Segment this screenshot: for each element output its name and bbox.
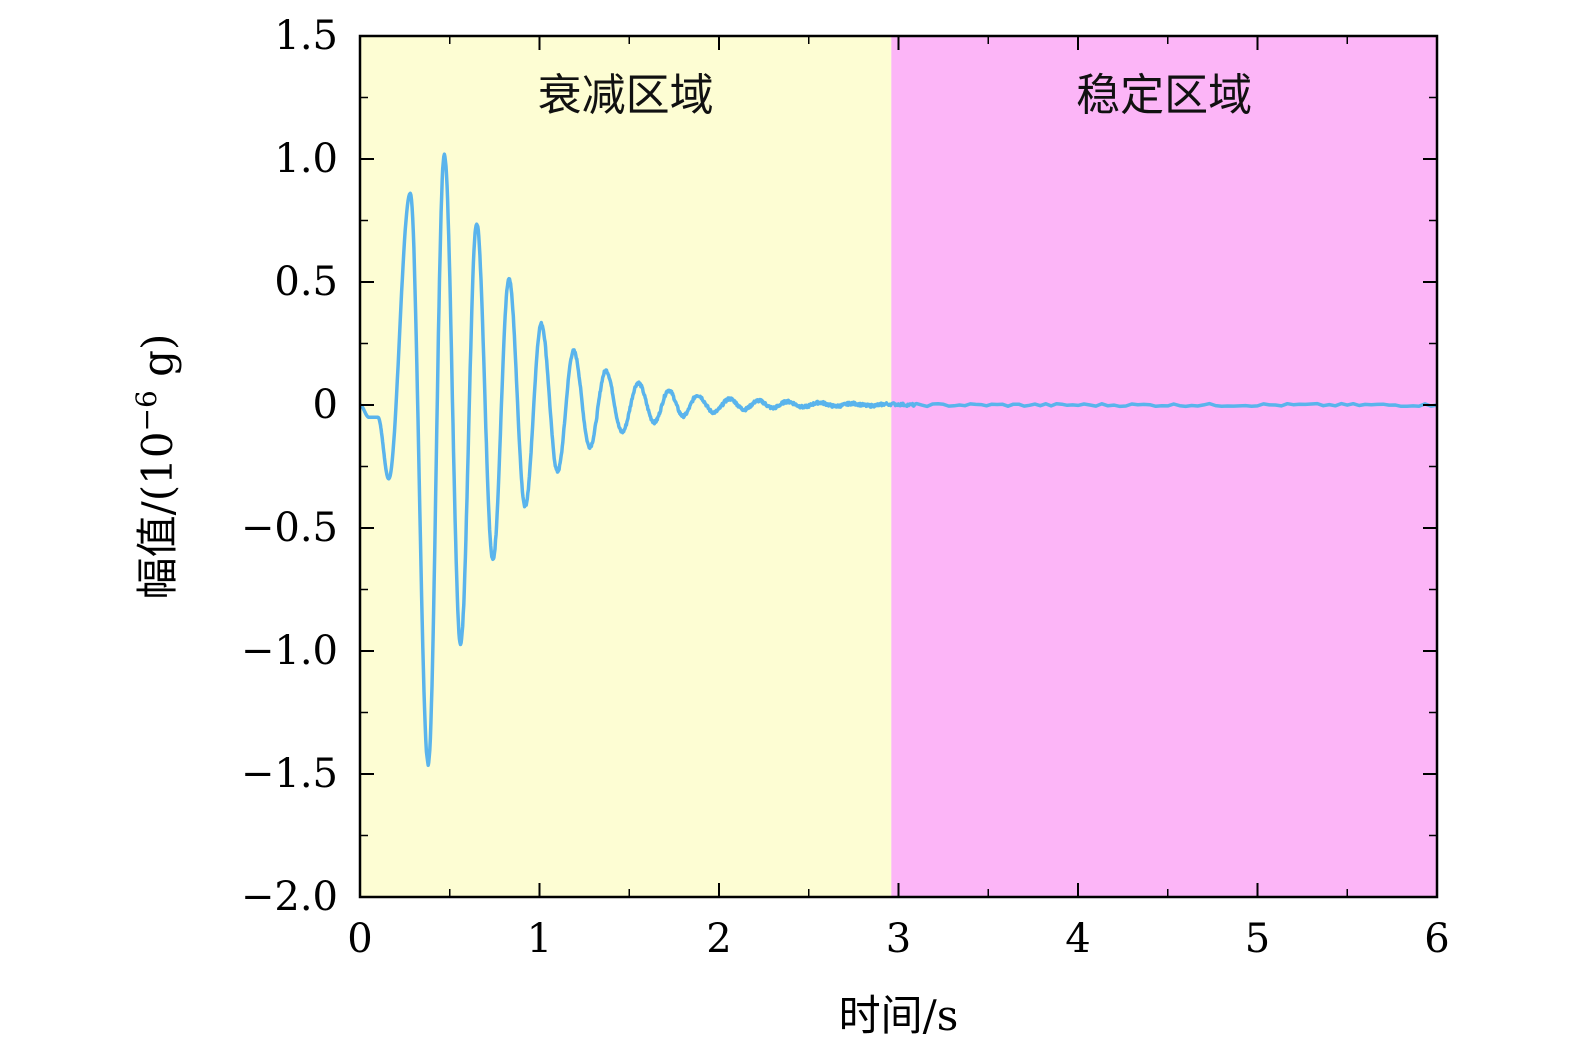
region-0 xyxy=(360,36,892,897)
y-axis-title-main: 幅值/(10 xyxy=(133,431,182,599)
y-axis-title-unit: g) xyxy=(133,334,182,391)
x-tick-label: 0 xyxy=(347,916,372,962)
background-regions xyxy=(360,36,1437,897)
y-tick-label: 0 xyxy=(313,382,338,428)
x-tick-label: 1 xyxy=(527,916,552,962)
y-tick-label: −1.5 xyxy=(241,751,338,797)
series-group xyxy=(358,152,1438,768)
series-line-0 xyxy=(358,152,1438,768)
region-labels: 衰减区域 稳定区域 xyxy=(538,70,1253,121)
y-axis-ticks: 1.5 1.0 0.5 0 −0.5 −1.0 −1.5 −2.0 xyxy=(241,13,1437,920)
y-tick-label: −2.0 xyxy=(241,874,338,920)
x-axis-ticks: 0 1 2 3 4 5 6 xyxy=(347,36,1450,962)
region-1 xyxy=(891,36,1437,897)
x-axis-title: 时间/s xyxy=(839,991,959,1040)
x-tick-label: 4 xyxy=(1065,916,1090,962)
y-tick-label: 1.0 xyxy=(274,136,338,182)
y-tick-label: −1.0 xyxy=(241,628,338,674)
region-label-0: 衰减区域 xyxy=(538,70,714,121)
x-tick-label: 5 xyxy=(1245,916,1270,962)
y-tick-label: −0.5 xyxy=(241,505,338,551)
x-tick-label: 3 xyxy=(886,916,911,962)
y-axis-title-exponent: −6 xyxy=(130,390,163,431)
region-label-1: 稳定区域 xyxy=(1076,70,1252,121)
x-tick-label: 2 xyxy=(706,916,731,962)
y-tick-label: 0.5 xyxy=(274,259,338,305)
y-tick-label: 1.5 xyxy=(274,13,338,59)
y-axis-title: 幅值/(10−6 g) xyxy=(130,334,182,600)
x-tick-label: 6 xyxy=(1424,916,1449,962)
